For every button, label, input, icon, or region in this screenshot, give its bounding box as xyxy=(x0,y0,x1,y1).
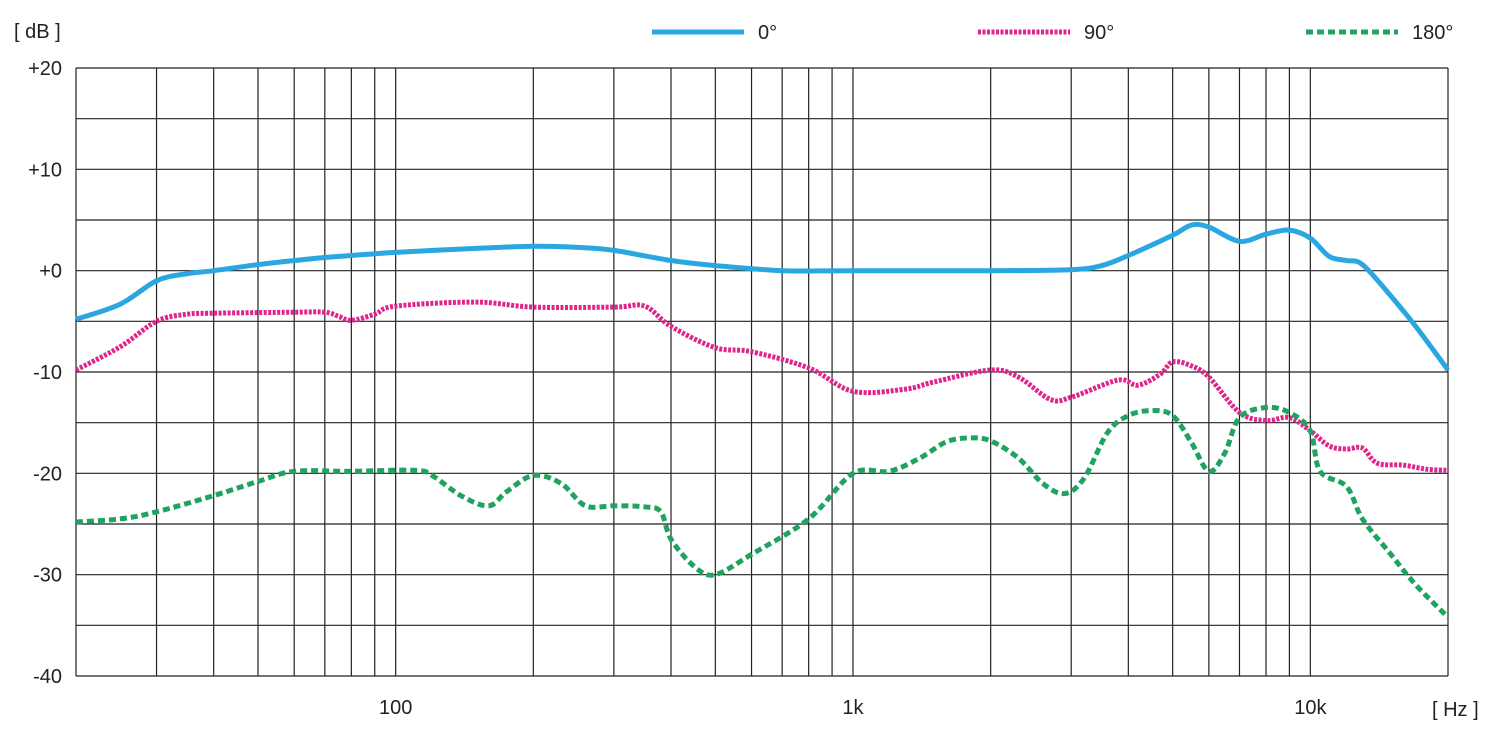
series-line-2 xyxy=(75,404,1450,619)
y-tick-label: +20 xyxy=(28,58,62,80)
series-line-0 xyxy=(75,221,1451,372)
y-tick-label: +0 xyxy=(39,261,62,283)
y-tick-label: -10 xyxy=(33,362,62,384)
legend-label-0: 0° xyxy=(758,22,777,44)
y-tick-label: -20 xyxy=(33,463,62,485)
y-tick-label: -40 xyxy=(33,666,62,688)
series-layer xyxy=(74,221,1451,619)
x-unit-label: [ Hz ] xyxy=(1432,699,1479,721)
legend-label-1: 90° xyxy=(1084,22,1114,44)
x-tick-label: 10k xyxy=(1294,697,1327,719)
y-unit-label: [ dB ] xyxy=(14,21,61,43)
series-line-1 xyxy=(74,299,1449,473)
grid xyxy=(75,67,1449,677)
legend-label-2: 180° xyxy=(1412,22,1453,44)
y-tick-label: +10 xyxy=(28,159,62,181)
x-tick-label: 100 xyxy=(379,697,412,719)
x-tick-label: 1k xyxy=(842,697,864,719)
y-tick-label: -30 xyxy=(33,565,62,587)
legend: 0° 90° 180° xyxy=(652,22,1453,44)
axis-labels: +20 +10 +0 -10 -20 -30 -40 100 1k 10k xyxy=(28,58,1327,719)
